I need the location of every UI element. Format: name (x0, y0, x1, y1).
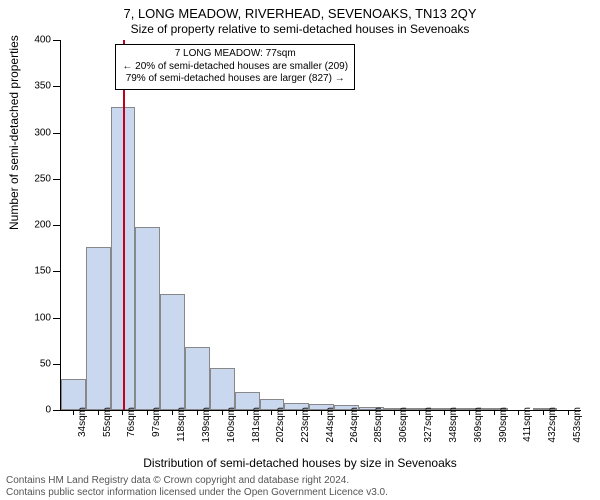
x-tick (98, 410, 99, 415)
chart-container: { "chart": { "type": "histogram", "title… (0, 0, 600, 500)
x-tick (444, 410, 445, 415)
x-tick (296, 410, 297, 415)
histogram-bar (160, 294, 185, 410)
annotation-line: 79% of semi-detached houses are larger (… (122, 73, 348, 86)
chart-title: 7, LONG MEADOW, RIVERHEAD, SEVENOAKS, TN… (0, 6, 600, 21)
x-tick (518, 410, 519, 415)
y-tick-label: 50 (40, 358, 61, 369)
histogram-bar (86, 247, 111, 410)
x-tick-label: 348sqm (448, 407, 459, 443)
plot-area: 05010015020025030035040034sqm55sqm76sqm9… (60, 40, 581, 411)
y-tick-label: 150 (34, 266, 61, 277)
annotation-line: ← 20% of semi-detached houses are smalle… (122, 61, 348, 74)
x-tick-label: 97sqm (151, 407, 162, 437)
x-tick-label: 76sqm (126, 407, 137, 437)
x-tick (543, 410, 544, 415)
x-tick-label: 264sqm (349, 407, 360, 443)
x-tick-label: 202sqm (275, 407, 286, 443)
x-tick-label: 118sqm (176, 407, 187, 442)
x-tick-label: 285sqm (373, 407, 384, 443)
histogram-bar (135, 227, 160, 410)
y-axis-label: Number of semi-detached properties (7, 35, 21, 230)
x-tick-label: 181sqm (251, 407, 262, 443)
x-tick (271, 410, 272, 415)
chart-subtitle: Size of property relative to semi-detach… (0, 22, 600, 36)
x-tick-label: 411sqm (522, 407, 533, 442)
x-tick (494, 410, 495, 415)
x-tick-label: 223sqm (300, 407, 311, 443)
x-tick (247, 410, 248, 415)
x-tick-label: 432sqm (547, 407, 558, 443)
footnote-line1: Contains HM Land Registry data © Crown c… (6, 475, 594, 487)
x-tick-label: 306sqm (398, 407, 409, 443)
x-tick (419, 410, 420, 415)
property-marker-line (123, 40, 125, 410)
x-tick-label: 55sqm (102, 407, 113, 437)
y-tick-label: 0 (45, 405, 61, 416)
y-tick-label: 350 (34, 81, 61, 92)
y-tick-label: 100 (34, 312, 61, 323)
x-tick-label: 327sqm (423, 407, 434, 443)
x-tick (568, 410, 569, 415)
x-tick (345, 410, 346, 415)
x-tick (172, 410, 173, 415)
histogram-bar (61, 379, 86, 410)
x-tick (147, 410, 148, 415)
x-tick (197, 410, 198, 415)
x-tick-label: 160sqm (226, 407, 237, 443)
footnote-line2: Contains public sector information licen… (6, 487, 594, 499)
y-tick-label: 400 (34, 35, 61, 46)
histogram-bar (210, 368, 235, 410)
x-tick (321, 410, 322, 415)
x-tick (469, 410, 470, 415)
y-tick-label: 200 (34, 220, 61, 231)
x-tick (73, 410, 74, 415)
footnote: Contains HM Land Registry data © Crown c… (6, 475, 594, 498)
x-tick (122, 410, 123, 415)
y-tick-label: 300 (34, 127, 61, 138)
x-tick (222, 410, 223, 415)
x-tick-label: 390sqm (498, 407, 509, 443)
x-tick-label: 244sqm (325, 407, 336, 443)
annotation-line: 7 LONG MEADOW: 77sqm (122, 48, 348, 61)
x-tick (394, 410, 395, 415)
x-tick-label: 369sqm (473, 407, 484, 443)
x-tick (369, 410, 370, 415)
x-axis-label: Distribution of semi-detached houses by … (0, 456, 600, 470)
histogram-bar (185, 347, 210, 410)
x-tick-label: 34sqm (77, 407, 88, 437)
x-tick-label: 453sqm (572, 407, 583, 443)
y-tick-label: 250 (34, 173, 61, 184)
x-tick-label: 139sqm (201, 407, 212, 443)
annotation-box: 7 LONG MEADOW: 77sqm← 20% of semi-detach… (115, 44, 355, 90)
